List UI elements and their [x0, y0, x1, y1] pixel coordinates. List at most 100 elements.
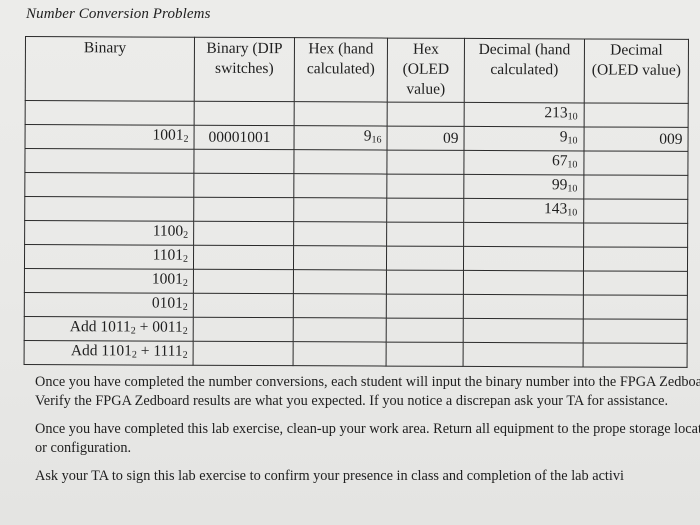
table-row: 10012	[24, 268, 688, 296]
hex-hand-cell	[293, 269, 387, 295]
instruction-paragraph: Once you have completed the number conve…	[35, 374, 700, 409]
decimal-oled-cell	[583, 318, 688, 344]
hex-oled-cell	[386, 222, 464, 247]
decimal-oled-cell	[583, 246, 688, 272]
dip-cell	[193, 173, 294, 198]
header-hex-oled: Hex (OLED value)	[387, 38, 465, 103]
decimal-hand-cell-base: 10	[567, 159, 578, 171]
hex-hand-cell	[294, 101, 388, 127]
binary-cell-base: 2	[182, 301, 188, 313]
conversion-table: Binary Binary (DIP switches) Hex (hand c…	[24, 36, 689, 368]
binary-cell-value: 1001	[152, 126, 184, 144]
header-binary: Binary	[25, 36, 195, 102]
decimal-hand-cell	[463, 222, 584, 247]
decimal-hand-cell-base: 10	[567, 111, 578, 123]
decimal-oled-cell	[583, 342, 688, 368]
binary-cell: 10012	[24, 268, 194, 294]
table-row: 11012	[24, 244, 688, 272]
binary-cell: 01012	[24, 292, 194, 318]
decimal-hand-cell: 21310	[464, 102, 585, 127]
hex-oled-cell: 09	[387, 126, 465, 151]
hex-oled-cell	[386, 294, 464, 319]
binary-cell: 11012	[24, 244, 194, 270]
binary-cell-value: Add 1011	[69, 318, 131, 336]
decimal-oled-cell	[583, 198, 688, 224]
dip-cell	[193, 245, 294, 270]
binary-cell-base: 2	[182, 277, 188, 289]
decimal-hand-cell-base: 10	[567, 183, 578, 195]
hex-oled-cell	[386, 246, 464, 271]
table-row: Add 10112 + 00112	[24, 316, 688, 344]
hex-hand-cell	[293, 341, 387, 367]
binary-cell: 10012	[25, 124, 195, 150]
hex-oled-cell	[386, 198, 464, 223]
binary-cell: Add 10112 + 00112	[24, 316, 194, 342]
decimal-hand-cell	[463, 246, 584, 271]
hex-hand-cell	[293, 317, 387, 343]
hex-hand-cell	[293, 173, 387, 199]
page-title: Number Conversion Problems	[26, 6, 211, 22]
binary-cell: 11002	[24, 220, 194, 246]
binary-cell	[24, 148, 195, 174]
dip-cell	[194, 101, 295, 126]
decimal-hand-cell-value: 213	[544, 104, 568, 122]
decimal-hand-cell: 6710	[463, 150, 585, 175]
dip-cell	[193, 149, 295, 174]
binary-cell-value: 0101	[151, 294, 183, 312]
decimal-hand-cell-value: 99	[551, 176, 568, 194]
hex-oled-cell	[386, 342, 464, 367]
binary-cell	[24, 172, 194, 198]
hex-hand-cell: 916	[294, 125, 388, 151]
decimal-hand-cell: 9910	[463, 174, 584, 199]
instructions: Once you have completed the number conve…	[35, 373, 700, 496]
hex-hand-cell	[293, 149, 388, 175]
binary-cell-base: 2	[183, 253, 189, 265]
dip-cell	[193, 197, 294, 222]
binary-cell-value: 1101	[152, 246, 184, 264]
binary-cell-operand-base: 2	[182, 325, 188, 337]
table-row: 11002	[24, 220, 688, 248]
table-row: 21310	[25, 100, 689, 128]
decimal-oled-cell	[583, 174, 688, 200]
hex-oled-cell	[386, 318, 464, 343]
instruction-paragraph: Ask your TA to sign this lab exercise to…	[35, 468, 624, 484]
table-row: 10012 00001001 916 09 910 009	[25, 124, 689, 152]
hex-hand-cell-base: 16	[371, 134, 382, 146]
dip-cell: 00001001	[194, 125, 295, 150]
header-decimal-oled: Decimal (OLED value)	[584, 38, 689, 104]
decimal-hand-cell-base: 10	[567, 207, 578, 219]
hex-hand-cell	[293, 197, 387, 223]
instruction-paragraph: Once you have completed this lab exercis…	[35, 421, 700, 456]
decimal-hand-cell	[463, 318, 584, 343]
dip-cell	[193, 221, 294, 246]
header-hex-hand: Hex (hand calculated)	[294, 37, 388, 103]
decimal-hand-cell	[463, 342, 584, 367]
binary-cell-value: Add 1101	[70, 342, 132, 360]
binary-cell-operand-base: 2	[182, 349, 188, 361]
hex-oled-cell	[387, 102, 465, 127]
binary-cell-value: 1001	[151, 270, 183, 288]
dip-cell	[193, 293, 294, 318]
header-decimal-hand: Decimal (hand calculated)	[464, 38, 585, 103]
binary-cell-base: 2	[183, 133, 189, 145]
decimal-hand-cell-base: 10	[567, 135, 578, 147]
binary-cell-base: 2	[183, 229, 189, 241]
dip-cell	[193, 341, 294, 366]
binary-cell-operand: + 0011	[135, 318, 183, 336]
decimal-hand-cell-value: 9	[559, 128, 568, 146]
table-row: 6710	[24, 148, 689, 176]
table-row: Add 11012 + 11112	[24, 340, 688, 368]
binary-cell-operand: + 1111	[136, 342, 183, 360]
hex-hand-cell	[293, 293, 387, 319]
dip-cell	[193, 317, 294, 342]
header-binary-dip: Binary (DIP switches)	[194, 37, 295, 102]
decimal-hand-cell-value: 143	[543, 200, 568, 218]
table-row: 9910	[24, 172, 688, 200]
hex-hand-cell-value: 9	[363, 127, 372, 145]
decimal-oled-cell	[583, 270, 688, 296]
binary-cell	[25, 100, 195, 126]
binary-cell-value: 1100	[152, 222, 184, 240]
decimal-oled-cell	[583, 294, 688, 320]
decimal-hand-cell: 910	[464, 126, 585, 151]
